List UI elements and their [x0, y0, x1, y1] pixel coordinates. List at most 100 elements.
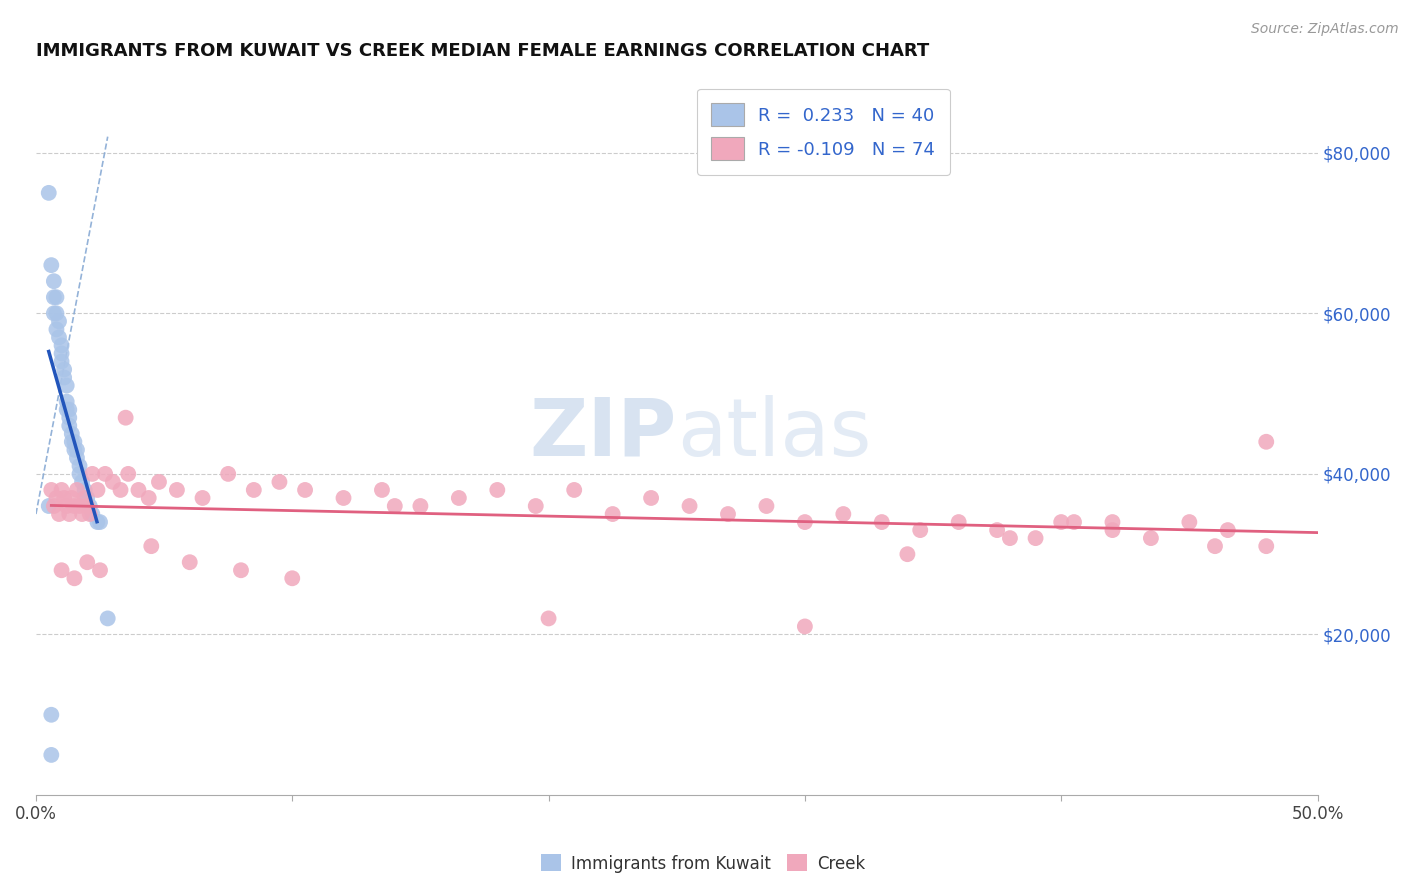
Point: [269, 475, 291, 489]
Point: [101, 475, 124, 489]
Point: [371, 483, 394, 497]
Point: [39, 483, 62, 497]
Point: [138, 491, 160, 505]
Point: [332, 491, 354, 505]
Point: [217, 467, 239, 481]
Point: [55, 402, 77, 417]
Point: [39, 258, 62, 272]
Point: [793, 515, 815, 529]
Point: [717, 507, 740, 521]
Point: [1216, 523, 1239, 537]
Point: [58, 507, 80, 521]
Point: [55, 499, 77, 513]
Point: [793, 619, 815, 633]
Point: [63, 434, 86, 449]
Point: [179, 555, 201, 569]
Point: [1063, 515, 1085, 529]
Point: [42, 290, 65, 304]
Point: [39, 747, 62, 762]
Point: [73, 491, 96, 505]
Text: IMMIGRANTS FROM KUWAIT VS CREEK MEDIAN FEMALE EARNINGS CORRELATION CHART: IMMIGRANTS FROM KUWAIT VS CREEK MEDIAN F…: [37, 42, 929, 60]
Point: [986, 523, 1008, 537]
Point: [38, 186, 60, 200]
Point: [51, 338, 73, 352]
Point: [998, 531, 1021, 545]
Point: [51, 354, 73, 368]
Point: [55, 378, 77, 392]
Point: [48, 507, 70, 521]
Point: [82, 507, 104, 521]
Point: [1256, 434, 1278, 449]
Point: [53, 370, 76, 384]
Point: [69, 467, 91, 481]
Point: [63, 499, 86, 513]
Point: [42, 306, 65, 320]
Point: [76, 499, 98, 513]
Point: [51, 483, 73, 497]
Point: [384, 499, 406, 513]
Point: [1025, 531, 1047, 545]
Point: [79, 507, 101, 521]
Point: [79, 499, 101, 513]
Point: [294, 483, 316, 497]
Point: [1140, 531, 1163, 545]
Point: [537, 611, 560, 625]
Point: [48, 314, 70, 328]
Point: [51, 563, 73, 577]
Point: [114, 410, 136, 425]
Point: [896, 547, 918, 561]
Point: [281, 571, 304, 585]
Point: [66, 442, 89, 457]
Legend: Immigrants from Kuwait, Creek: Immigrants from Kuwait, Creek: [534, 847, 872, 880]
Point: [53, 491, 76, 505]
Point: [1101, 523, 1123, 537]
Point: [678, 499, 700, 513]
Point: [97, 611, 120, 625]
Point: [524, 499, 547, 513]
Point: [73, 483, 96, 497]
Point: [45, 290, 67, 304]
Point: [409, 499, 432, 513]
Point: [82, 467, 104, 481]
Point: [832, 507, 855, 521]
Legend: R =  0.233   N = 40, R = -0.109   N = 74: R = 0.233 N = 40, R = -0.109 N = 74: [697, 88, 949, 175]
Point: [1204, 539, 1226, 553]
Point: [66, 483, 89, 497]
Point: [42, 274, 65, 288]
Point: [89, 515, 111, 529]
Point: [58, 402, 80, 417]
Point: [243, 483, 266, 497]
Point: [166, 483, 188, 497]
Point: [76, 491, 98, 505]
Point: [69, 458, 91, 473]
Point: [48, 330, 70, 344]
Point: [39, 707, 62, 722]
Point: [447, 491, 470, 505]
Point: [69, 499, 91, 513]
Point: [1256, 539, 1278, 553]
Point: [94, 467, 117, 481]
Point: [89, 563, 111, 577]
Point: [60, 426, 83, 441]
Point: [63, 442, 86, 457]
Point: [45, 306, 67, 320]
Point: [55, 394, 77, 409]
Point: [51, 346, 73, 360]
Point: [58, 418, 80, 433]
Point: [66, 450, 89, 465]
Point: [45, 491, 67, 505]
Point: [127, 483, 149, 497]
Point: [1178, 515, 1201, 529]
Point: [70, 507, 93, 521]
Point: [60, 434, 83, 449]
Point: [191, 491, 214, 505]
Point: [141, 539, 163, 553]
Point: [870, 515, 893, 529]
Text: ZIP: ZIP: [530, 395, 676, 473]
Point: [1101, 515, 1123, 529]
Point: [45, 322, 67, 336]
Point: [486, 483, 509, 497]
Point: [110, 483, 132, 497]
Point: [42, 499, 65, 513]
Point: [229, 563, 252, 577]
